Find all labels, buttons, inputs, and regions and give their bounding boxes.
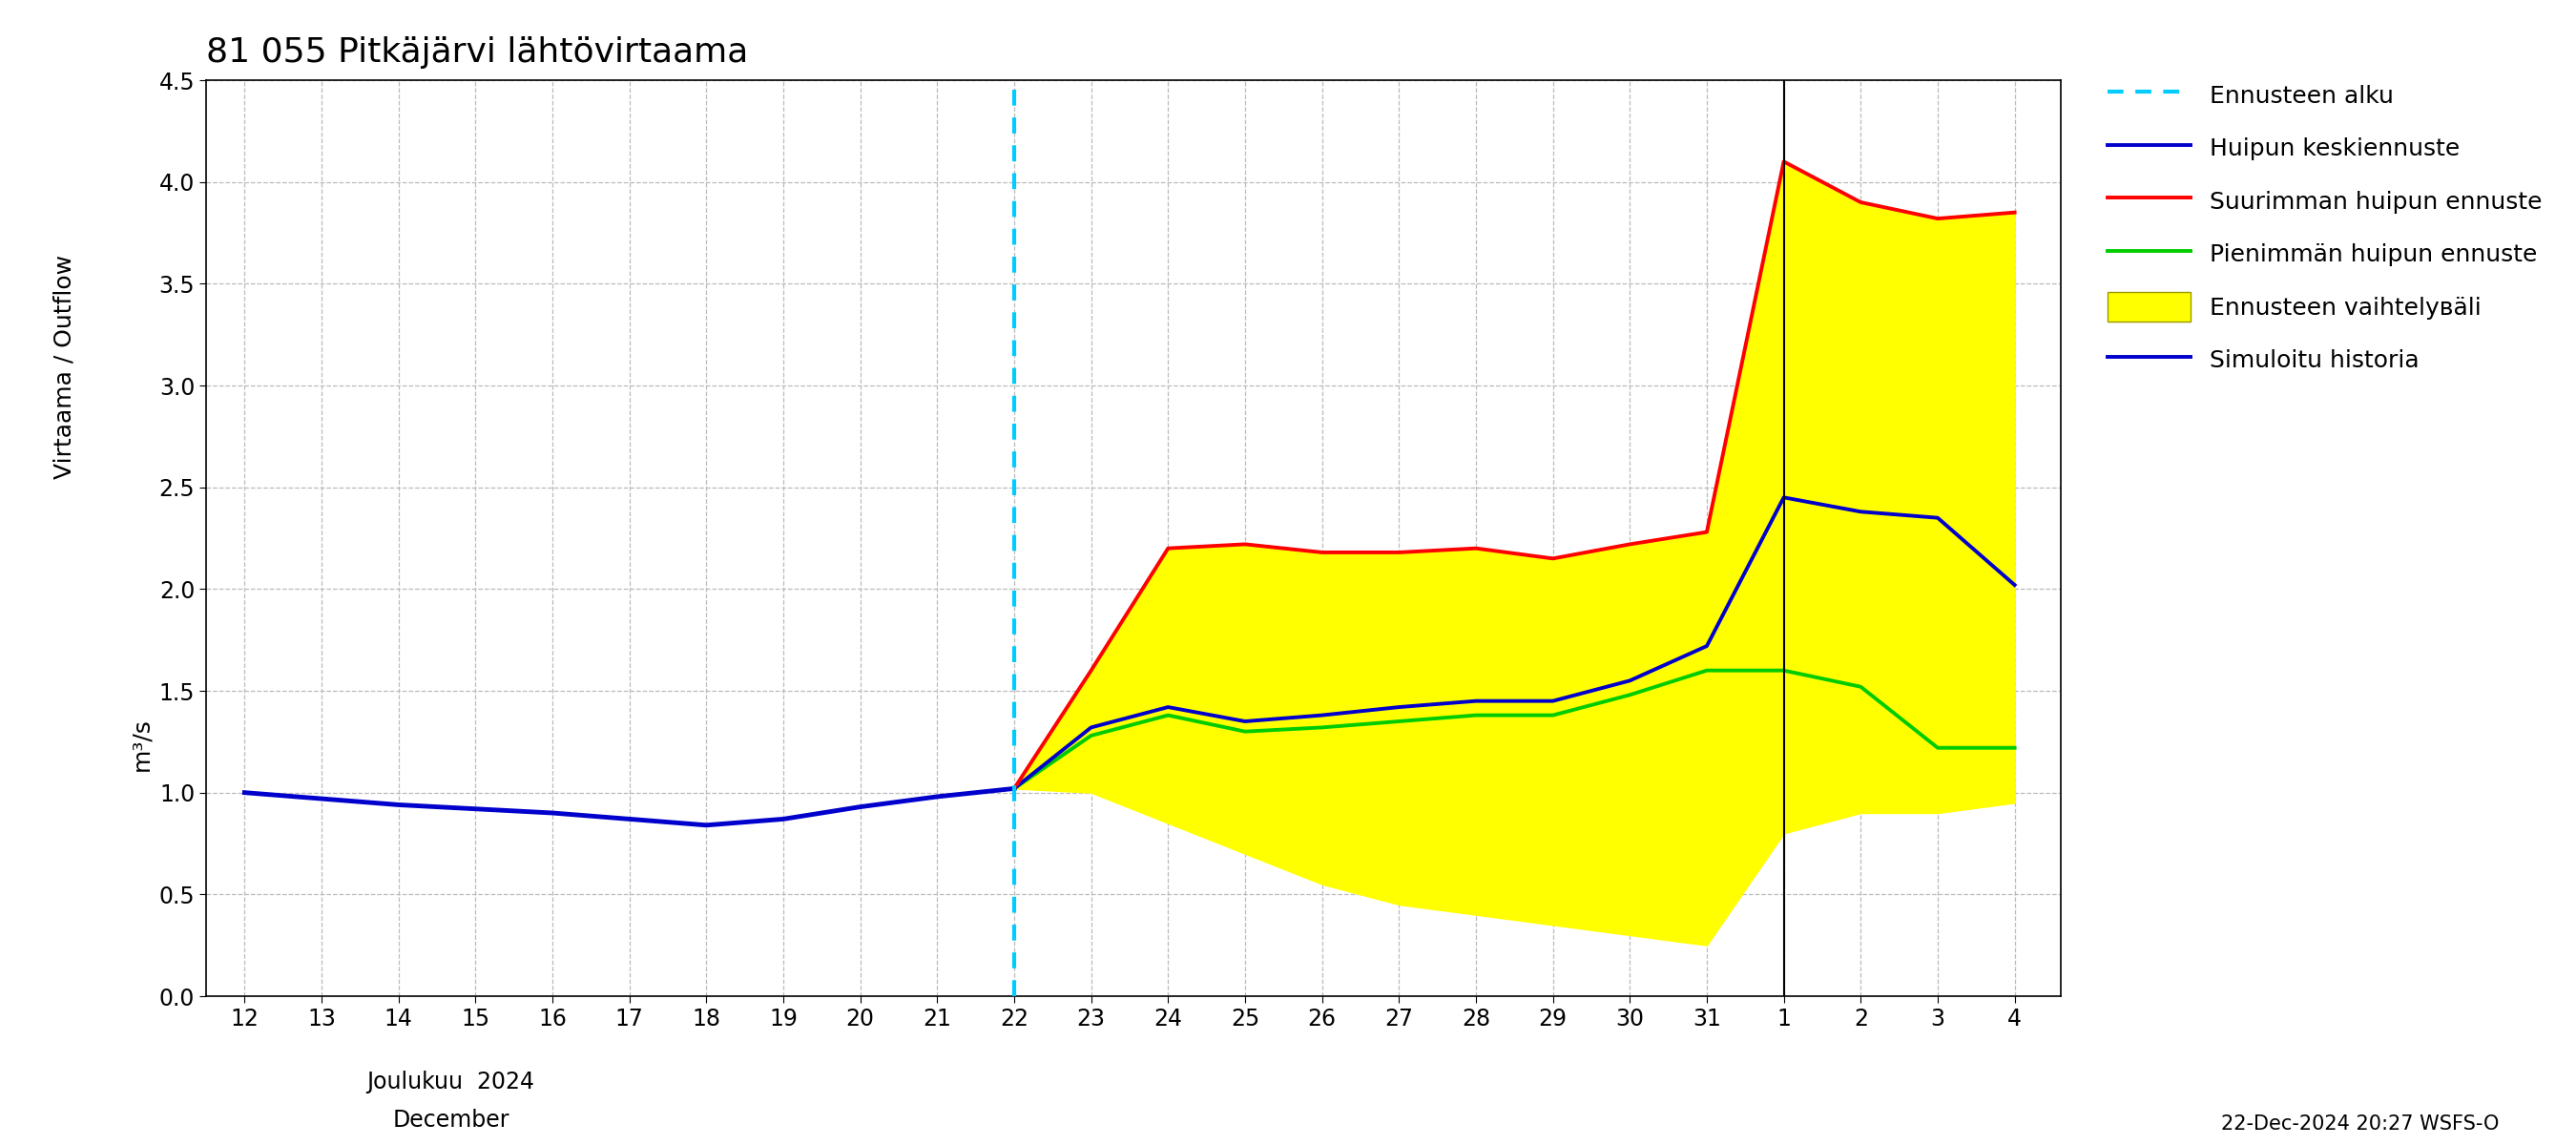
Text: Virtaama / Outflow: Virtaama / Outflow [54,254,75,479]
Text: m³/s: m³/s [131,718,152,771]
Text: December: December [392,1108,510,1131]
Text: Joulukuu  2024: Joulukuu 2024 [366,1071,536,1093]
Legend: Ennusteen alku, Huipun keskiennuste, Suurimman huipun ennuste, Pienimmän huipun : Ennusteen alku, Huipun keskiennuste, Suu… [2097,71,2553,384]
Text: 81 055 Pitkäjärvi lähtövirtaama: 81 055 Pitkäjärvi lähtövirtaama [206,35,747,69]
Text: 22-Dec-2024 20:27 WSFS-O: 22-Dec-2024 20:27 WSFS-O [2221,1114,2499,1134]
